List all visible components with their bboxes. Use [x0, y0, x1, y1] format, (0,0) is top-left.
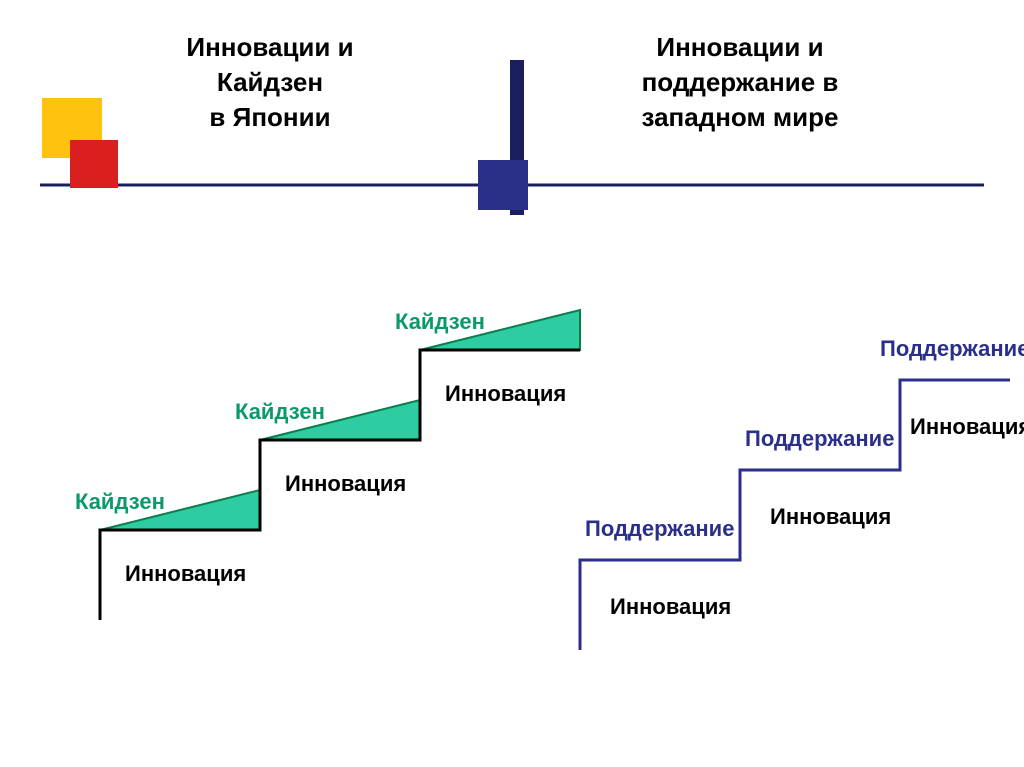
- right-innov-label-0: Инновация: [610, 594, 731, 620]
- maintain-label-1: Поддержание: [745, 426, 894, 452]
- left-innov-label-0: Инновация: [125, 561, 246, 587]
- kaizen-label-1: Кайдзен: [235, 399, 325, 425]
- right-innov-label-2: Инновация: [910, 414, 1024, 440]
- left-innov-label-2: Инновация: [445, 381, 566, 407]
- maintain-label-2: Поддержание: [880, 336, 1024, 362]
- right-innov-label-1: Инновация: [770, 504, 891, 530]
- maintain-label-0: Поддержание: [585, 516, 734, 542]
- kaizen-label-0: Кайдзен: [75, 489, 165, 515]
- diagram-stage: Инновации и Кайдзен в Японии Инновации и…: [0, 0, 1024, 767]
- kaizen-label-2: Кайдзен: [395, 309, 485, 335]
- left-innov-label-1: Инновация: [285, 471, 406, 497]
